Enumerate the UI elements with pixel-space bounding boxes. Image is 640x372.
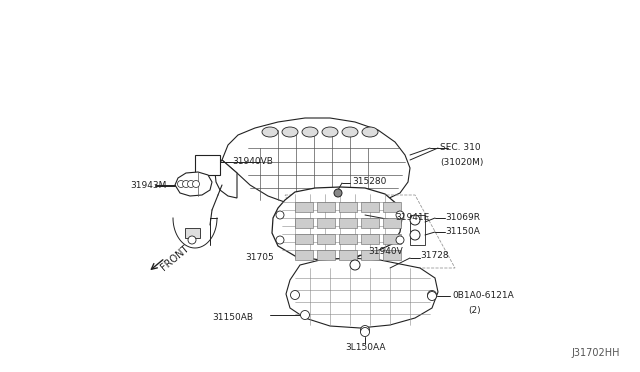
Bar — [339, 250, 357, 260]
Text: 31941E: 31941E — [395, 214, 429, 222]
Circle shape — [188, 236, 196, 244]
Bar — [339, 218, 357, 228]
Circle shape — [276, 211, 284, 219]
Ellipse shape — [342, 127, 358, 137]
Bar — [295, 202, 313, 212]
Bar — [361, 202, 379, 212]
Bar — [295, 218, 313, 228]
Text: 31069R: 31069R — [445, 214, 480, 222]
Bar — [295, 234, 313, 244]
Circle shape — [301, 311, 310, 320]
Circle shape — [360, 327, 369, 337]
Circle shape — [291, 291, 300, 299]
Circle shape — [428, 291, 436, 299]
Bar — [383, 250, 401, 260]
Polygon shape — [215, 160, 237, 198]
Polygon shape — [185, 228, 200, 238]
Circle shape — [177, 180, 184, 187]
Ellipse shape — [262, 127, 278, 137]
Text: 31150A: 31150A — [445, 228, 480, 237]
Text: (2): (2) — [468, 305, 481, 314]
Circle shape — [360, 326, 369, 334]
Text: 31728: 31728 — [420, 251, 449, 260]
Bar — [317, 218, 335, 228]
Bar — [383, 234, 401, 244]
Ellipse shape — [282, 127, 298, 137]
Bar — [383, 202, 401, 212]
Bar — [361, 234, 379, 244]
Text: 31940V: 31940V — [368, 247, 403, 257]
Circle shape — [410, 230, 420, 240]
Circle shape — [350, 260, 360, 270]
Text: J31702HH: J31702HH — [572, 348, 620, 358]
Circle shape — [182, 180, 189, 187]
Bar — [339, 202, 357, 212]
Text: 31705: 31705 — [245, 253, 274, 263]
Text: FRONT: FRONT — [159, 243, 191, 273]
Circle shape — [410, 215, 420, 225]
Text: (31020M): (31020M) — [440, 157, 483, 167]
Polygon shape — [222, 118, 410, 208]
Polygon shape — [272, 187, 402, 260]
Ellipse shape — [322, 127, 338, 137]
Bar — [361, 250, 379, 260]
Bar — [317, 234, 335, 244]
Text: 31943M: 31943M — [130, 182, 166, 190]
Circle shape — [396, 236, 404, 244]
Text: 3L150AA: 3L150AA — [345, 343, 385, 353]
Ellipse shape — [362, 127, 378, 137]
Polygon shape — [175, 172, 212, 196]
Bar — [317, 202, 335, 212]
Polygon shape — [195, 155, 220, 175]
Bar — [295, 250, 313, 260]
Bar — [317, 250, 335, 260]
Polygon shape — [340, 200, 375, 222]
Circle shape — [188, 180, 195, 187]
Text: SEC. 310: SEC. 310 — [440, 144, 481, 153]
Bar — [361, 218, 379, 228]
Text: 0B1A0-6121A: 0B1A0-6121A — [452, 292, 514, 301]
Circle shape — [428, 292, 436, 301]
Ellipse shape — [302, 127, 318, 137]
Circle shape — [334, 189, 342, 197]
Polygon shape — [286, 258, 438, 328]
Circle shape — [193, 180, 200, 187]
Text: 31150AB: 31150AB — [212, 314, 253, 323]
Bar — [383, 218, 401, 228]
Circle shape — [276, 236, 284, 244]
Bar — [339, 234, 357, 244]
Polygon shape — [410, 215, 425, 245]
Text: 31940VB: 31940VB — [232, 157, 273, 167]
Text: 315280: 315280 — [352, 176, 387, 186]
Circle shape — [396, 211, 404, 219]
